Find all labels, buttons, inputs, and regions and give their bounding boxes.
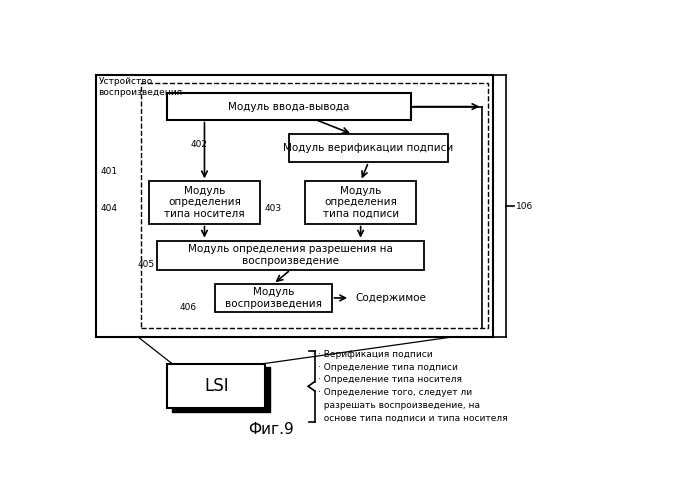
Text: 401: 401 [100,167,117,176]
Bar [157,240,424,270]
Text: 106: 106 [516,202,533,211]
Text: Модуль определения разрешения на
воспроизведение: Модуль определения разрешения на воспрои… [188,244,393,266]
Bar [167,94,411,120]
Text: основе типа подписи и типа носителя: основе типа подписи и типа носителя [318,414,508,422]
Text: разрешать воспроизведение, на: разрешать воспроизведение, на [318,401,480,410]
Text: Фиг.9: Фиг.9 [248,422,294,436]
Text: Модуль ввода-вывода: Модуль ввода-вывода [229,102,350,112]
Text: Содержимое: Содержимое [355,293,426,303]
Text: Устройство
воспроизведения: Устройство воспроизведения [98,78,183,96]
Text: 404: 404 [100,204,117,212]
Text: Модуль
воспроизведения: Модуль воспроизведения [225,287,322,308]
Text: 405: 405 [137,260,154,270]
Text: · Определение того, следует ли: · Определение того, следует ли [318,388,473,397]
Bar [141,83,488,328]
Text: Модуль
определения
типа носителя: Модуль определения типа носителя [164,186,245,219]
Bar [96,76,493,337]
Bar [149,182,260,224]
Text: Модуль верификации подписи: Модуль верификации подписи [283,143,454,153]
Text: 402: 402 [190,140,207,149]
Text: LSI: LSI [204,378,229,396]
Bar [215,284,331,312]
Text: · Определение типа носителя: · Определение типа носителя [318,376,462,384]
Text: 406: 406 [180,302,197,312]
Text: Модуль
определения
типа подписи: Модуль определения типа подписи [322,186,399,219]
Text: · Определение типа подписи: · Определение типа подписи [318,362,458,372]
Bar [305,182,416,224]
Text: 403: 403 [264,204,281,212]
Bar [171,367,270,412]
Bar [167,364,265,408]
Bar [289,134,448,162]
Text: · Верификация подписи: · Верификация подписи [318,350,433,359]
